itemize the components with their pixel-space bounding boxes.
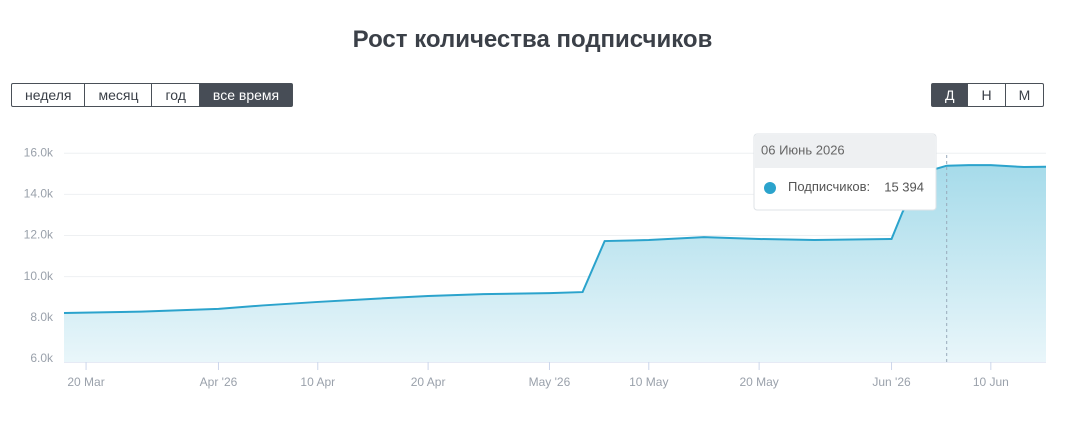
tooltip-dot bbox=[764, 182, 776, 194]
tooltip-series: Подписчиков bbox=[788, 179, 867, 194]
toggle-button[interactable]: год bbox=[151, 84, 198, 106]
line bbox=[63, 164, 1047, 315]
title: Рост количества подписчиков bbox=[352, 26, 713, 53]
toggle-button[interactable]: М bbox=[1004, 84, 1044, 106]
toggle-button[interactable]: месяц bbox=[84, 84, 151, 106]
period-buttons: неделя месяц год все время bbox=[11, 83, 294, 107]
area bbox=[64, 165, 1046, 362]
x-tick-label: 10 Jun bbox=[973, 375, 1009, 389]
y-tick-label: 12.0k bbox=[24, 228, 54, 242]
y-tick-label: 8.0k bbox=[30, 310, 54, 324]
x-tick-label: Apr '26 bbox=[200, 375, 238, 389]
toggle-button[interactable]: неделя bbox=[25, 87, 72, 103]
x-tick-label: May '26 bbox=[529, 375, 571, 389]
toggle-button[interactable]: Д bbox=[932, 84, 968, 106]
tooltip-date: 06 Июнь 2026 bbox=[761, 142, 845, 157]
x-tick-label: 20 Mar bbox=[67, 375, 104, 389]
toggle-button[interactable]: все время bbox=[198, 84, 293, 106]
y-tick-label: 14.0k bbox=[24, 187, 54, 201]
y-tick-label: 16.0k bbox=[24, 145, 54, 159]
x-tick-label: 10 May bbox=[629, 375, 668, 389]
x-tick-label: 20 May bbox=[739, 375, 778, 389]
x-tick-label: 20 Apr bbox=[411, 375, 446, 389]
tooltip-header bbox=[755, 135, 935, 168]
x-tick-label: Jun '26 bbox=[872, 375, 911, 389]
tooltip-label: Подписчиков: bbox=[788, 179, 870, 194]
y-tick-label: 6.0k bbox=[30, 351, 54, 365]
x-tick-label: 10 Apr bbox=[300, 375, 335, 389]
tooltip-colon: : bbox=[867, 179, 871, 194]
tooltip-value: 15 394 bbox=[884, 179, 924, 194]
toggle-button[interactable]: Н bbox=[967, 84, 1004, 106]
y-tick-label: 10.0k bbox=[24, 269, 54, 283]
